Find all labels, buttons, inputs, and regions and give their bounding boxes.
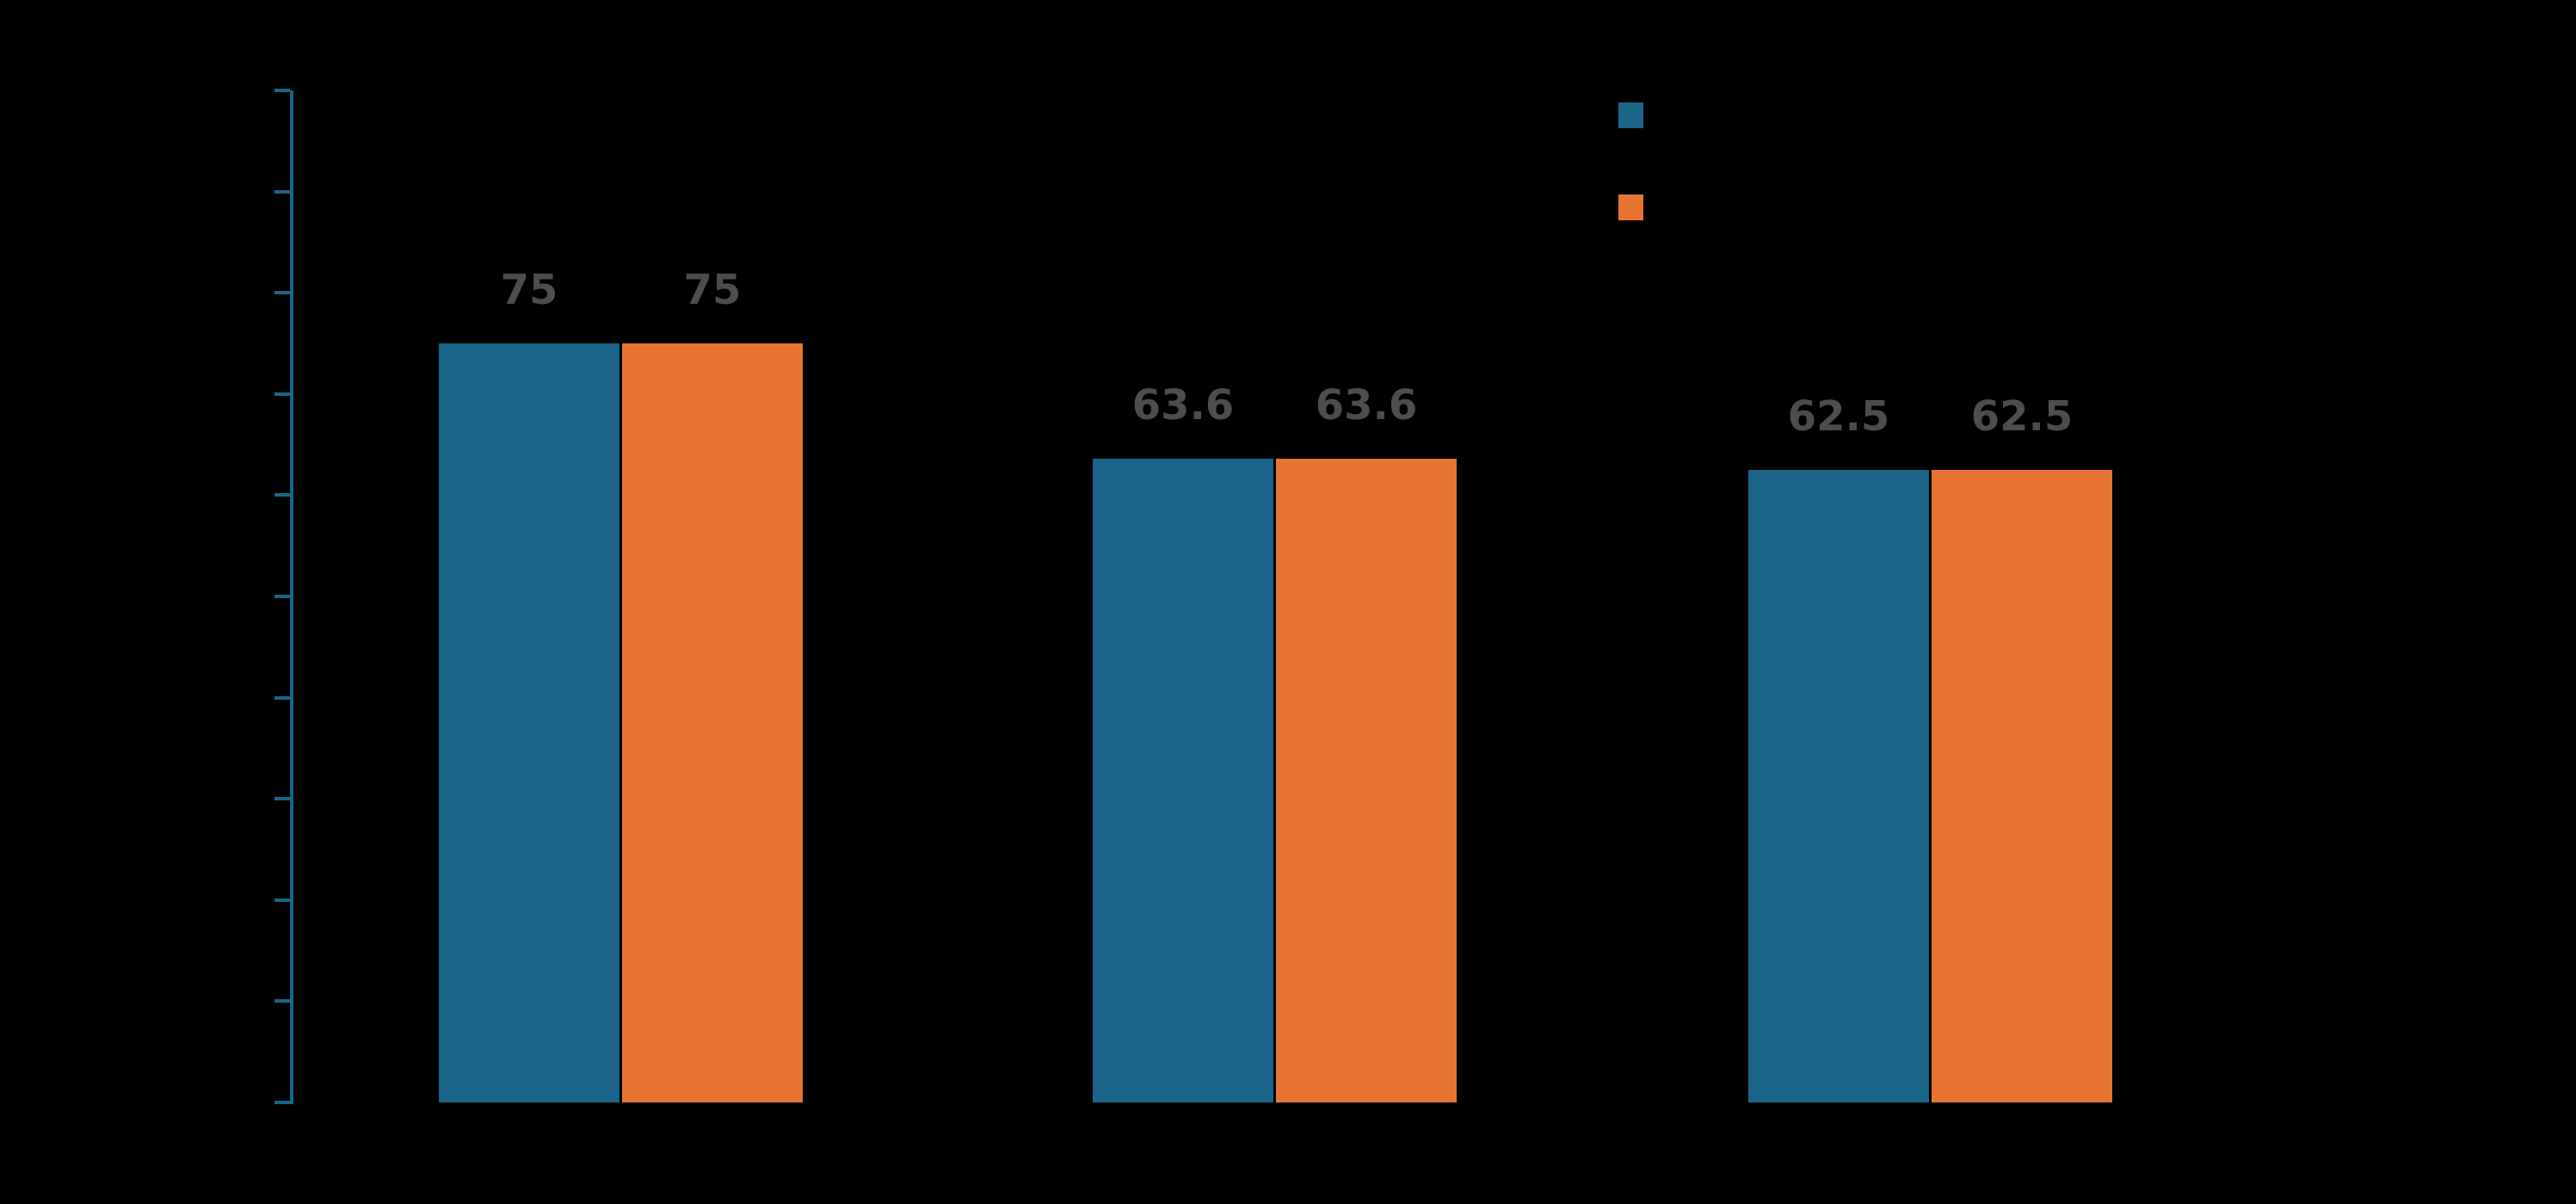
bar-group1-series2 (622, 343, 803, 1102)
y-axis-tick-30 (274, 797, 290, 801)
y-axis-tick-60 (274, 493, 290, 497)
bar-group2-series1 (1093, 459, 1273, 1102)
bar-value-label-group3-series2: 62.5 (1970, 392, 2074, 441)
bar-value-label-group1-series1: 75 (500, 266, 558, 314)
bar-value-label-group3-series1: 62.5 (1787, 392, 1890, 441)
bar-value-label-group2-series1: 63.6 (1131, 381, 1235, 430)
bar-group1-series1 (439, 343, 619, 1102)
y-axis-tick-100 (274, 89, 290, 92)
y-axis-spine (290, 90, 293, 1104)
y-axis-tick-20 (274, 898, 290, 902)
y-axis-tick-90 (274, 189, 290, 194)
y-axis-tick-80 (274, 291, 290, 295)
y-axis-tick-70 (274, 392, 290, 396)
y-axis-tick-0 (274, 1101, 290, 1104)
bar-group2-series2 (1276, 459, 1457, 1102)
legend-swatch-series1 (1618, 102, 1643, 128)
y-axis-tick-10 (274, 999, 290, 1003)
y-axis-tick-40 (274, 695, 290, 700)
bar-group3-series1 (1748, 470, 1929, 1102)
y-axis-tick-50 (274, 595, 290, 598)
bar-group3-series2 (1932, 470, 2112, 1102)
bar-value-label-group2-series2: 63.6 (1315, 381, 1418, 430)
bar-value-label-group1-series2: 75 (683, 266, 742, 314)
legend-swatch-series2 (1618, 194, 1643, 220)
